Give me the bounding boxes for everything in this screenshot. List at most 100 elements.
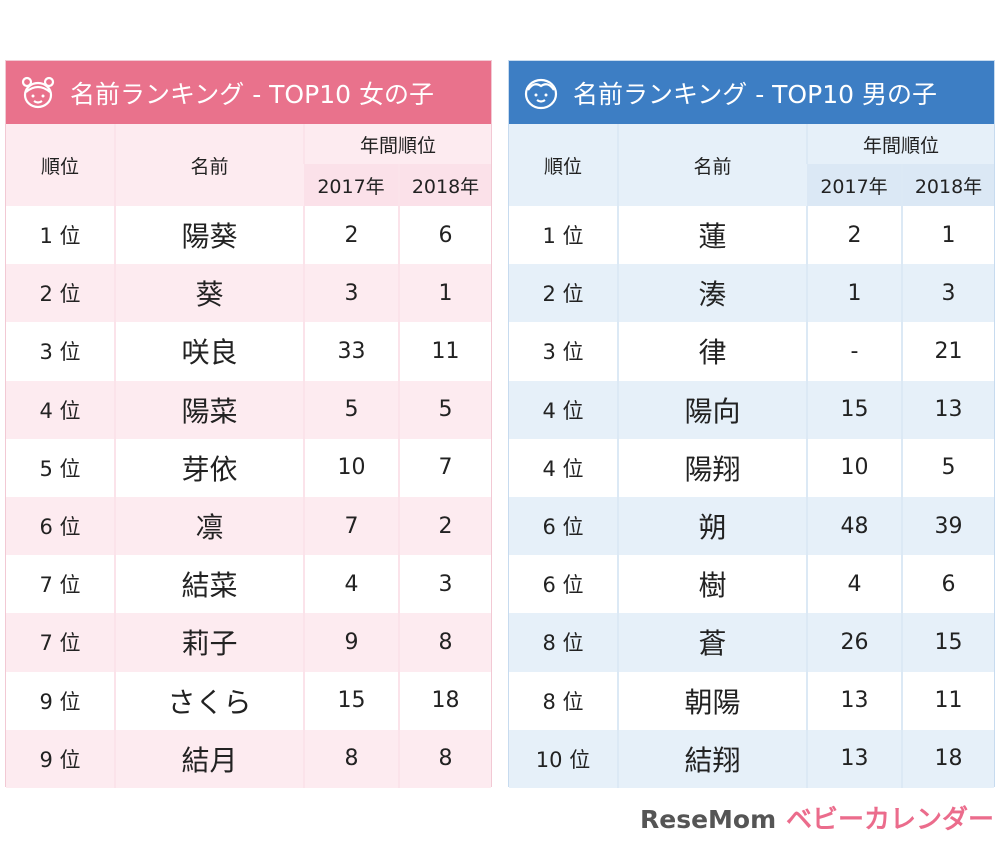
header-annual-rank: 年間順位 bbox=[806, 124, 994, 164]
rank-2017-cell: 33 bbox=[303, 322, 399, 381]
header-2017: 2017年 bbox=[807, 164, 902, 206]
rank-2018-cell: 18 bbox=[901, 729, 994, 788]
rank-2017-cell: 13 bbox=[806, 671, 902, 730]
rank-2018-cell: 18 bbox=[398, 671, 491, 730]
logo-watermark: ReseMom bbox=[640, 805, 777, 834]
table-row: 1 位 陽葵 2 6 bbox=[6, 206, 491, 265]
rank-2018-cell: 21 bbox=[901, 322, 994, 381]
rank-cell: 1 位 bbox=[39, 224, 81, 249]
rank-2017-cell: 7 bbox=[303, 496, 399, 556]
rank-2017-cell: 9 bbox=[303, 613, 399, 672]
girl-face-icon bbox=[21, 76, 55, 108]
rank-cell: 6 位 bbox=[6, 496, 115, 556]
name-cell: 陽向 bbox=[617, 380, 807, 439]
rank-2018-cell: 6 bbox=[398, 206, 491, 265]
name-cell: 葵 bbox=[114, 264, 304, 323]
rank-cell: 7 位 bbox=[39, 573, 81, 598]
rank-2018-cell: 7 bbox=[398, 438, 491, 497]
rank-2017-cell: 26 bbox=[806, 613, 902, 672]
header-2017: 2017年 bbox=[304, 164, 399, 206]
rank-2017-cell: 5 bbox=[303, 380, 399, 439]
rank-2018-cell: 8 bbox=[398, 729, 491, 788]
rank-cell: 2 位 bbox=[509, 264, 618, 323]
header-annual-rank: 年間順位 bbox=[303, 124, 491, 164]
rank-2018-cell: 6 bbox=[901, 555, 994, 614]
rank-2017-cell: 15 bbox=[303, 671, 399, 730]
name-cell: 朔 bbox=[617, 496, 807, 556]
table-row: 2 位 葵 3 1 bbox=[6, 264, 491, 323]
table-row: 3 位 律 - 21 bbox=[509, 322, 994, 381]
logo-brand: ベビーカレンダー bbox=[786, 805, 995, 835]
boys-ranking-panel: 名前ランキング - TOP10 男の子 順位 名前 年間順位 2017年 201… bbox=[508, 60, 995, 788]
table-row: 6 位 朔 48 39 bbox=[509, 496, 994, 556]
table-row: 5 位 芽依 10 7 bbox=[6, 438, 491, 497]
rank-cell: 6 位 bbox=[542, 573, 584, 598]
table-row: 7 位 結菜 4 3 bbox=[6, 555, 491, 614]
table-row: 8 位 蒼 26 15 bbox=[509, 613, 994, 672]
rank-2017-cell: 8 bbox=[303, 729, 399, 788]
rank-2018-cell: 8 bbox=[398, 613, 491, 672]
boys-title: 名前ランキング - TOP10 男の子 bbox=[573, 79, 937, 109]
rank-cell: 3 位 bbox=[542, 340, 584, 365]
rank-cell: 3 位 bbox=[39, 340, 81, 365]
name-cell: 陽菜 bbox=[114, 380, 304, 439]
table-row: 2 位 湊 1 3 bbox=[509, 264, 994, 323]
table-row: 10 位 結翔 13 18 bbox=[509, 729, 994, 788]
rank-2018-cell: 5 bbox=[398, 380, 491, 439]
rank-2017-cell: 3 bbox=[303, 264, 399, 323]
rank-2017-cell: 1 bbox=[806, 264, 902, 323]
rank-2018-cell: 1 bbox=[901, 206, 994, 265]
rank-2017-cell: 2 bbox=[303, 206, 399, 265]
rank-2018-cell: 3 bbox=[901, 264, 994, 323]
name-cell: 律 bbox=[617, 322, 807, 381]
header-rank: 順位 bbox=[509, 124, 618, 206]
rank-2017-cell: 48 bbox=[806, 496, 902, 556]
rank-cell: 8 位 bbox=[509, 613, 618, 672]
name-cell: 凛 bbox=[114, 496, 304, 556]
rank-2017-cell: 10 bbox=[806, 438, 902, 497]
name-cell: 結翔 bbox=[617, 729, 807, 788]
rank-2017-cell: 4 bbox=[303, 555, 399, 614]
header-name: 名前 bbox=[617, 124, 807, 206]
table-row: 9 位 結月 8 8 bbox=[6, 729, 491, 788]
boy-face-icon bbox=[524, 78, 558, 109]
rank-cell: 1 位 bbox=[542, 224, 584, 249]
rank-cell: 9 位 bbox=[39, 689, 81, 714]
rank-2017-cell: - bbox=[806, 322, 902, 381]
table-row: 6 位 凛 7 2 bbox=[6, 496, 491, 556]
name-cell: 結菜 bbox=[114, 555, 304, 614]
name-cell: さくら bbox=[114, 671, 304, 730]
table-row: 1 位 蓮 2 1 bbox=[509, 206, 994, 265]
name-cell: 樹 bbox=[617, 555, 807, 614]
rank-cell: 4 位 bbox=[509, 380, 618, 439]
rank-2018-cell: 3 bbox=[398, 555, 491, 614]
rank-cell: 9 位 bbox=[6, 729, 115, 788]
girls-title-bar: 名前ランキング - TOP10 女の子 bbox=[6, 61, 491, 124]
boys-ranking-table: 順位 名前 年間順位 2017年 2018年 1 位 蓮 2 1 2 位 湊 1… bbox=[509, 124, 994, 788]
rank-2017-cell: 2 bbox=[806, 206, 902, 265]
table-row: 9 位 さくら 15 18 bbox=[6, 671, 491, 730]
name-cell: 朝陽 bbox=[617, 671, 807, 730]
rank-cell: 8 位 bbox=[542, 689, 584, 714]
name-cell: 咲良 bbox=[114, 322, 304, 381]
header-2018: 2018年 bbox=[901, 164, 994, 206]
rank-cell: 6 位 bbox=[509, 496, 618, 556]
table-row: 6 位 樹 4 6 bbox=[509, 555, 994, 614]
girls-ranking-panel: 名前ランキング - TOP10 女の子 順位 名前 年間順位 2017年 201… bbox=[5, 60, 492, 788]
babycalendar-resemom-logo: ReseMom ベビーカレンダー bbox=[640, 797, 998, 841]
rank-2018-cell: 15 bbox=[901, 613, 994, 672]
name-cell: 結月 bbox=[114, 729, 304, 788]
table-row: 7 位 莉子 9 8 bbox=[6, 613, 491, 672]
rank-2018-cell: 2 bbox=[398, 496, 491, 556]
rank-2017-cell: 13 bbox=[806, 729, 902, 788]
rank-cell: 5 位 bbox=[39, 456, 81, 481]
girls-ranking-table: 順位 名前 年間順位 2017年 2018年 1 位 陽葵 2 6 2 位 葵 … bbox=[6, 124, 491, 788]
table-row: 4 位 陽翔 10 5 bbox=[509, 438, 994, 497]
name-cell: 陽葵 bbox=[114, 206, 304, 265]
name-cell: 芽依 bbox=[114, 438, 304, 497]
rank-cell: 10 位 bbox=[509, 729, 618, 788]
boys-title-bar: 名前ランキング - TOP10 男の子 bbox=[509, 61, 994, 124]
name-cell: 莉子 bbox=[114, 613, 304, 672]
rank-2018-cell: 1 bbox=[398, 264, 491, 323]
name-cell: 湊 bbox=[617, 264, 807, 323]
